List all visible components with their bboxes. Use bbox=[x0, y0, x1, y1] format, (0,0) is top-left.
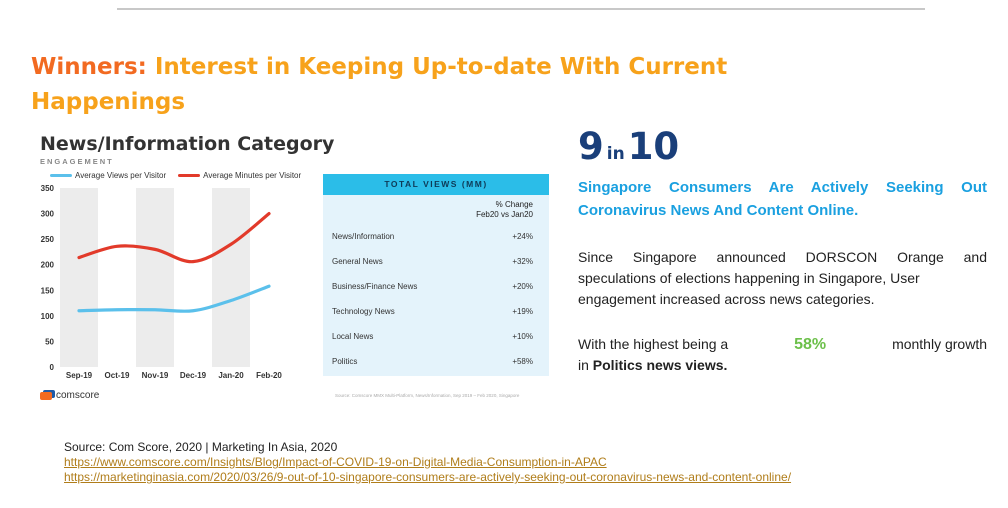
chart-legend: Average Views per Visitor Average Minute… bbox=[50, 171, 301, 180]
table-row-label: Local News bbox=[332, 332, 374, 341]
series-line-minutes bbox=[77, 211, 271, 264]
stat-in: in bbox=[606, 144, 625, 164]
x-tick-label: Feb-20 bbox=[256, 371, 282, 380]
table-row-value: +10% bbox=[512, 332, 533, 341]
y-tick-label: 50 bbox=[45, 337, 54, 346]
news-category-figure: News/Information Category ENGAGEMENT Ave… bbox=[30, 128, 558, 410]
stat-number-2: 10 bbox=[627, 125, 680, 168]
table-row: Technology News +19% bbox=[332, 307, 533, 319]
body-paragraph: Since Singapore announced DORSCON Orange… bbox=[578, 247, 987, 310]
comscore-logo: comscore bbox=[40, 390, 99, 401]
growth-bold: Politics news views. bbox=[592, 357, 728, 373]
legend-item-minutes: Average Minutes per Visitor bbox=[178, 171, 301, 180]
y-tick-label: 200 bbox=[41, 261, 55, 270]
comscore-wordmark: comscore bbox=[56, 390, 100, 401]
y-tick-label: 100 bbox=[41, 312, 55, 321]
table-row-value: +24% bbox=[512, 232, 533, 241]
series-line-views bbox=[77, 284, 271, 313]
growth-suffix: monthly growth bbox=[892, 336, 987, 352]
x-tick-label: Jan-20 bbox=[218, 371, 244, 380]
table-row: Politics +58% bbox=[332, 357, 533, 369]
total-views-table: TOTAL VIEWS (MM) % Change Feb20 vs Jan20… bbox=[323, 174, 549, 376]
growth-line-2: in Politics news views. bbox=[578, 355, 987, 376]
table-title: TOTAL VIEWS (MM) bbox=[323, 174, 549, 195]
table-row-label: Technology News bbox=[332, 307, 395, 316]
growth-prefix: With the highest being a bbox=[578, 336, 729, 352]
table-row: Business/Finance News +20% bbox=[332, 282, 533, 294]
chart-band bbox=[212, 188, 250, 367]
table-row-value: +19% bbox=[512, 307, 533, 316]
growth-percent: 58% bbox=[794, 336, 827, 353]
figure-subtitle: ENGAGEMENT bbox=[40, 157, 114, 166]
page-headline: Winners: Interest in Keeping Up-to-date … bbox=[31, 50, 731, 120]
table-row: General News +32% bbox=[332, 257, 533, 269]
x-tick-label: Sep-19 bbox=[66, 371, 93, 380]
y-tick-label: 0 bbox=[50, 363, 55, 372]
headline-lead: Winners: bbox=[31, 54, 147, 80]
legend-label-views: Average Views per Visitor bbox=[75, 171, 167, 180]
column-header-line2: Feb20 vs Jan20 bbox=[476, 210, 533, 219]
table-row: Local News +10% bbox=[332, 332, 533, 344]
table-row-value: +32% bbox=[512, 257, 533, 266]
x-tick-label: Nov-19 bbox=[142, 371, 169, 380]
table-row-label: News/Information bbox=[332, 232, 395, 241]
table-row-label: Business/Finance News bbox=[332, 282, 418, 291]
source-line: Source: Com Score, 2020 | Marketing In A… bbox=[64, 440, 338, 454]
source-link-comscore[interactable]: https://www.comscore.com/Insights/Blog/I… bbox=[64, 455, 607, 469]
claim-line-1: Singapore Consumers Are Actively Seeking… bbox=[578, 179, 987, 196]
big-stat: 9 in10 bbox=[578, 125, 679, 168]
chart-band bbox=[136, 188, 174, 367]
growth-line-1: With the highest being a 58% monthly gro… bbox=[578, 334, 987, 355]
chart-band bbox=[60, 188, 98, 367]
y-tick-label: 250 bbox=[41, 235, 55, 244]
sources-block: Source: Com Score, 2020 | Marketing In A… bbox=[64, 440, 791, 485]
x-tick-label: Dec-19 bbox=[180, 371, 207, 380]
table-row: News/Information +24% bbox=[332, 232, 533, 244]
legend-label-minutes: Average Minutes per Visitor bbox=[203, 171, 302, 180]
growth-paragraph: With the highest being a 58% monthly gro… bbox=[578, 334, 987, 376]
table-column-header: % Change Feb20 vs Jan20 bbox=[476, 200, 533, 220]
table-row-label: General News bbox=[332, 257, 383, 266]
legend-swatch-views bbox=[50, 174, 72, 177]
stat-number-1: 9 bbox=[578, 125, 604, 168]
y-tick-label: 350 bbox=[41, 184, 55, 193]
table-row-value: +20% bbox=[512, 282, 533, 291]
source-link-marketinginasia[interactable]: https://marketinginasia.com/2020/03/26/9… bbox=[64, 470, 792, 484]
top-divider bbox=[117, 8, 925, 10]
body-last-line: engagement increased across news categor… bbox=[578, 291, 875, 307]
comscore-mark-icon bbox=[40, 391, 52, 400]
column-header-line1: % Change bbox=[495, 200, 533, 209]
headline-rest: Interest in Keeping Up-to-date With Curr… bbox=[31, 54, 728, 115]
x-tick-label: Oct-19 bbox=[105, 371, 130, 380]
key-claim: Singapore Consumers Are Actively Seeking… bbox=[578, 176, 987, 222]
y-tick-label: 300 bbox=[41, 210, 55, 219]
growth-in: in bbox=[578, 357, 589, 373]
figure-source-note: Source: Comscore MMX Multi-Platform, New… bbox=[335, 393, 520, 398]
legend-swatch-minutes bbox=[178, 174, 201, 177]
table-row-label: Politics bbox=[332, 357, 358, 366]
table-row-value: +58% bbox=[512, 357, 533, 366]
line-chart: 0 50 100 150 200 250 300 350 Sep-19 Oct-19 Nov-19 D… bbox=[41, 184, 283, 380]
y-tick-label: 150 bbox=[41, 286, 55, 295]
figure-title: News/Information Category bbox=[40, 133, 335, 155]
body-text: Since Singapore announced DORSCON Orange… bbox=[578, 249, 987, 286]
claim-line-2: Coronavirus News And Content Online. bbox=[578, 202, 859, 219]
legend-item-views: Average Views per Visitor bbox=[50, 171, 166, 180]
